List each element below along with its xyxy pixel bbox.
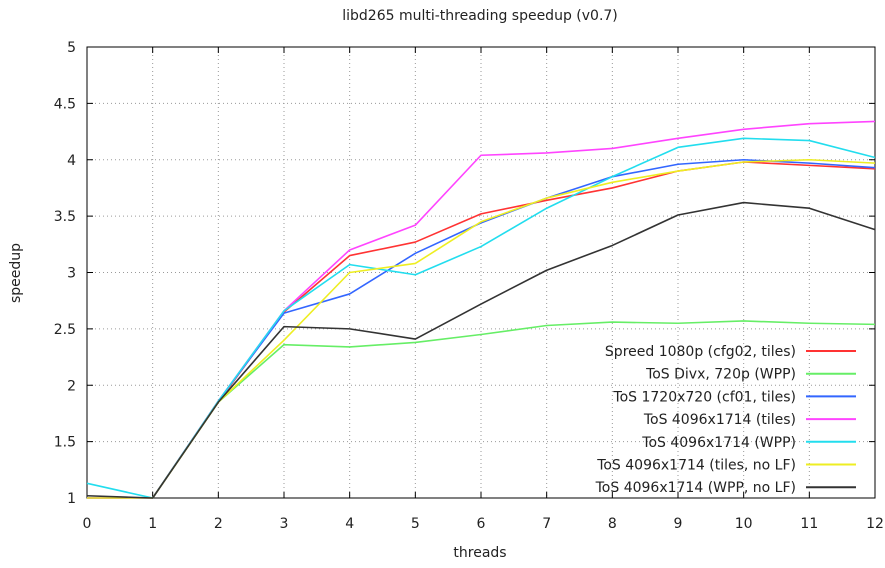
y-tick-label: 2.5 bbox=[54, 322, 76, 338]
x-tick-label: 5 bbox=[411, 516, 420, 532]
x-tick-label: 12 bbox=[866, 516, 884, 532]
y-tick-label: 3 bbox=[67, 266, 76, 282]
y-tick-label: 1 bbox=[67, 491, 76, 507]
x-tick-label: 7 bbox=[542, 516, 551, 532]
x-tick-label: 4 bbox=[345, 516, 354, 532]
y-axis-label: speedup bbox=[8, 243, 24, 303]
y-tick-label: 3.5 bbox=[54, 209, 76, 225]
x-tick-label: 9 bbox=[674, 516, 683, 532]
y-tick-label: 4 bbox=[67, 153, 76, 169]
x-tick-label: 3 bbox=[280, 516, 289, 532]
legend-label: ToS 1720x720 (cf01, tiles) bbox=[612, 389, 796, 405]
x-tick-label: 2 bbox=[214, 516, 223, 532]
legend-label: ToS 4096x1714 (WPP) bbox=[641, 435, 796, 451]
x-tick-label: 8 bbox=[608, 516, 617, 532]
y-tick-label: 5 bbox=[67, 40, 76, 56]
x-tick-label: 10 bbox=[735, 516, 753, 532]
chart-title: libd265 multi-threading speedup (v0.7) bbox=[342, 8, 618, 24]
x-tick-label: 6 bbox=[477, 516, 486, 532]
x-tick-label: 1 bbox=[148, 516, 157, 532]
legend-label: ToS 4096x1714 (tiles) bbox=[643, 412, 796, 428]
y-tick-label: 4.5 bbox=[54, 96, 76, 112]
legend-label: ToS 4096x1714 (WPP, no LF) bbox=[595, 480, 796, 496]
series-lines bbox=[86, 120, 876, 499]
legend-label: ToS 4096x1714 (tiles, no LF) bbox=[596, 458, 796, 474]
y-tick-label: 1.5 bbox=[54, 435, 76, 451]
legend: Spreed 1080p (cfg02, tiles) ToS Divx, 720… bbox=[595, 344, 856, 496]
series-line bbox=[86, 201, 876, 499]
x-tick-label: 0 bbox=[83, 516, 92, 532]
y-tick-label: 2 bbox=[67, 378, 76, 394]
x-axis-label: threads bbox=[453, 545, 506, 561]
legend-label: Spreed 1080p (cfg02, tiles) bbox=[605, 344, 796, 360]
legend-label: ToS Divx, 720p (WPP) bbox=[645, 367, 796, 383]
x-tick-label: 11 bbox=[800, 516, 818, 532]
